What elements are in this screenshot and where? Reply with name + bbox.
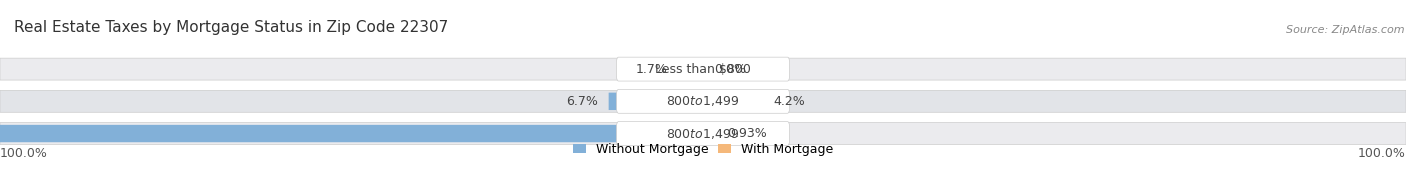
FancyBboxPatch shape: [679, 60, 703, 78]
FancyBboxPatch shape: [617, 89, 790, 113]
Text: 0.0%: 0.0%: [714, 63, 747, 76]
FancyBboxPatch shape: [0, 58, 1406, 80]
FancyBboxPatch shape: [617, 122, 790, 145]
Text: 100.0%: 100.0%: [1358, 147, 1406, 160]
Text: $800 to $1,499: $800 to $1,499: [666, 94, 740, 108]
Text: 6.7%: 6.7%: [565, 95, 598, 108]
Text: $800 to $1,499: $800 to $1,499: [666, 127, 740, 141]
Text: Source: ZipAtlas.com: Source: ZipAtlas.com: [1286, 25, 1405, 35]
Text: Real Estate Taxes by Mortgage Status in Zip Code 22307: Real Estate Taxes by Mortgage Status in …: [14, 20, 449, 35]
Text: 1.7%: 1.7%: [636, 63, 668, 76]
FancyBboxPatch shape: [0, 122, 1406, 144]
FancyBboxPatch shape: [609, 93, 703, 110]
FancyBboxPatch shape: [0, 125, 703, 142]
FancyBboxPatch shape: [617, 57, 790, 81]
FancyBboxPatch shape: [0, 90, 1406, 112]
FancyBboxPatch shape: [703, 93, 762, 110]
Text: 4.2%: 4.2%: [773, 95, 806, 108]
Text: Less than $800: Less than $800: [655, 63, 751, 76]
FancyBboxPatch shape: [703, 125, 716, 142]
Text: 100.0%: 100.0%: [0, 147, 48, 160]
Text: 0.93%: 0.93%: [727, 127, 768, 140]
Legend: Without Mortgage, With Mortgage: Without Mortgage, With Mortgage: [574, 143, 832, 156]
